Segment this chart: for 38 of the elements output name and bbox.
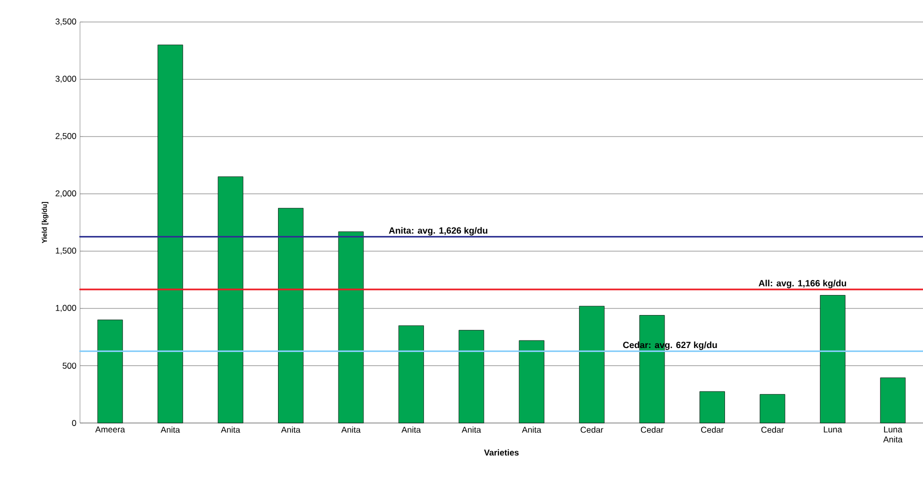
bar xyxy=(458,330,484,424)
x-tick-label: Anita xyxy=(402,426,421,433)
y-tick-label: 2,500 xyxy=(56,133,76,140)
bar xyxy=(338,231,364,424)
x-tick-label: Cedar xyxy=(701,426,724,433)
x-tick-label: Anita xyxy=(341,426,361,433)
x-tick-label: Anita xyxy=(220,426,240,433)
y-tick-label: 1,500 xyxy=(56,248,76,255)
x-tick-label: Cedar xyxy=(761,426,784,433)
bar xyxy=(518,340,544,424)
x-tick-label: Anita xyxy=(462,426,482,433)
bar xyxy=(880,378,906,424)
x-tick-label: Ameera xyxy=(95,426,125,432)
y-tick-label: 2,000 xyxy=(56,190,76,198)
x-tick-label: Luna xyxy=(824,426,842,432)
x-tick-label: Anita xyxy=(160,426,180,433)
bar xyxy=(278,208,304,424)
x-tick-label: Cedar xyxy=(640,426,664,433)
ref-line-label: All: avg. 1,166 kg/du xyxy=(758,280,846,288)
bar xyxy=(158,44,184,424)
x-tick-label: Anita xyxy=(522,426,542,433)
bar xyxy=(820,295,846,424)
x-tick-label: Luna Anita xyxy=(883,426,903,442)
bar xyxy=(579,306,605,424)
bar xyxy=(218,176,244,424)
bar xyxy=(97,320,123,424)
bar xyxy=(760,394,786,424)
x-tick-label: Cedar xyxy=(580,426,604,433)
y-tick-label: 3,000 xyxy=(56,76,76,83)
x-tick-label: Anita xyxy=(281,426,300,433)
ref-line-label: Anita: avg. 1,626 kg/du xyxy=(388,227,488,236)
y-tick-label: 0 xyxy=(72,420,76,426)
x-axis-title: Varieties xyxy=(484,449,519,456)
y-tick-label: 3,500 xyxy=(56,18,76,26)
bar xyxy=(398,325,424,424)
y-tick-label: 1,000 xyxy=(56,304,76,312)
bar xyxy=(700,391,725,424)
y-tick-label: 500 xyxy=(62,362,76,369)
